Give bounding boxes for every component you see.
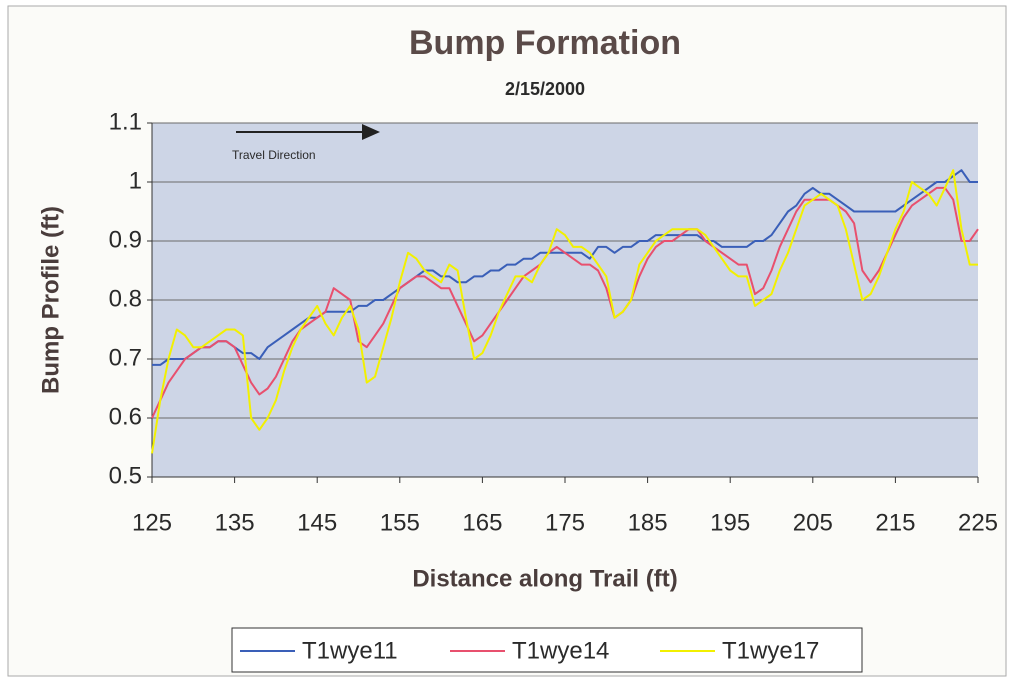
y-tick-label: 1 (129, 167, 142, 194)
y-tick-label: 1.1 (109, 108, 142, 135)
x-tick-label: 155 (380, 509, 420, 536)
chart-subtitle: 2/15/2000 (505, 79, 585, 99)
y-tick-label: 0.7 (109, 344, 142, 371)
x-tick-label: 205 (793, 509, 833, 536)
series-line (151, 186, 979, 419)
x-tick-label: 225 (958, 509, 998, 536)
series-line (151, 169, 978, 454)
x-tick-label: 215 (875, 509, 915, 536)
x-tick-label: 185 (628, 509, 668, 536)
legend-label: T1wye14 (512, 637, 609, 664)
legend-label: T1wye17 (722, 637, 819, 664)
x-axis-label: Distance along Trail (ft) (412, 565, 677, 592)
y-tick-label: 0.6 (109, 403, 142, 430)
x-tick-label: 145 (297, 509, 337, 536)
legend-label: T1wye11 (302, 637, 398, 664)
annotation: Travel Direction (232, 148, 316, 162)
legend (231, 627, 863, 673)
y-axis-label: Bump Profile (ft) (37, 206, 64, 394)
x-tick-label: 125 (132, 509, 172, 536)
x-tick-label: 165 (462, 509, 502, 536)
x-tick-label: 195 (710, 509, 750, 536)
direction-arrowhead (362, 124, 380, 140)
y-tick-label: 0.8 (109, 285, 142, 312)
y-tick-label: 0.5 (109, 462, 142, 489)
y-tick-label: 0.9 (109, 226, 142, 253)
chart-title: Bump Formation (409, 24, 681, 62)
x-tick-label: 135 (215, 509, 255, 536)
x-tick-label: 175 (545, 509, 585, 536)
